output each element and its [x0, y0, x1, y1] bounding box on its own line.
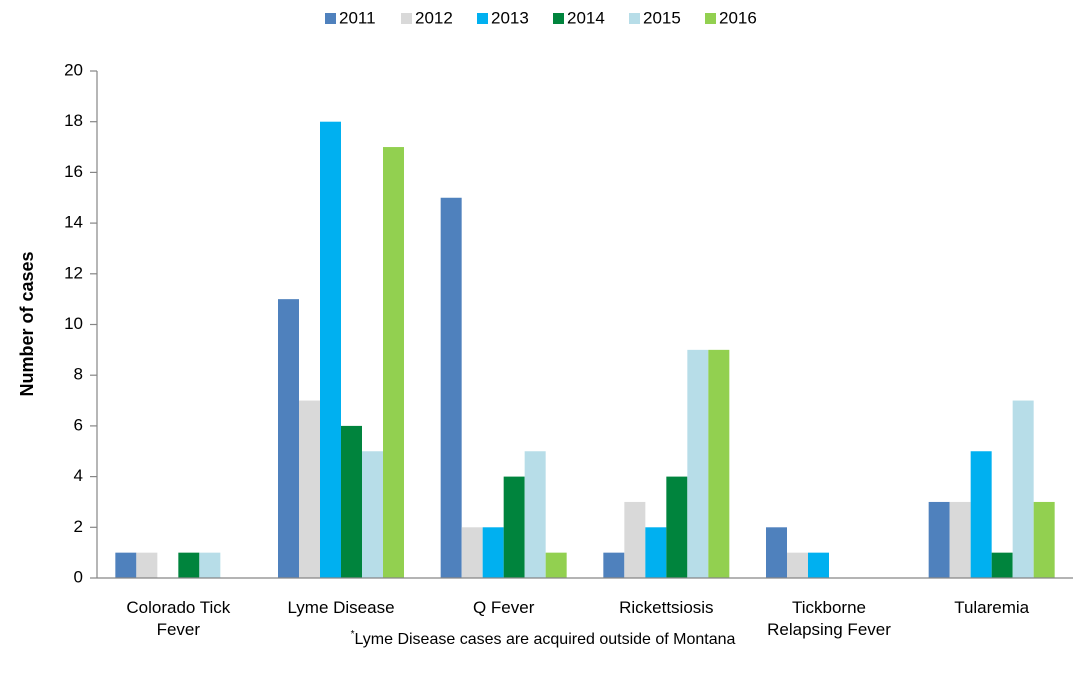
- bar: [949, 501, 971, 578]
- bar: [645, 527, 667, 578]
- y-tick-label: 16: [64, 162, 83, 181]
- y-tick-label: 18: [64, 111, 83, 130]
- legend-swatch: [325, 13, 336, 24]
- bar: [624, 501, 646, 578]
- y-tick-label: 2: [74, 517, 83, 536]
- legend-swatch: [705, 13, 716, 24]
- bar: [787, 552, 808, 578]
- bar: [708, 349, 730, 578]
- y-tick-label: 14: [64, 213, 83, 232]
- bar: [808, 552, 829, 578]
- bar: [362, 451, 383, 578]
- bar: [178, 552, 200, 578]
- bar: [928, 501, 950, 578]
- y-tick-label: 4: [74, 466, 83, 485]
- x-tick-label: Rickettsiosis: [619, 598, 713, 617]
- bar: [766, 527, 787, 578]
- bar: [299, 400, 320, 578]
- y-tick-label: 0: [74, 567, 83, 586]
- x-tick-label: Colorado Tick Fever: [126, 598, 230, 639]
- bar: [482, 527, 504, 578]
- bar: [383, 147, 404, 579]
- legend-label: 2013: [491, 8, 529, 27]
- y-tick-label: 8: [74, 365, 83, 384]
- bar: [524, 451, 546, 578]
- x-tick-label: Tularemia: [954, 598, 1029, 617]
- legend-label: 2015: [643, 8, 681, 27]
- bar: [687, 349, 709, 578]
- legend-label: 2011: [339, 8, 376, 27]
- bar: [278, 299, 299, 578]
- bar: [970, 451, 992, 578]
- bar: [341, 425, 362, 578]
- legend-swatch: [629, 13, 640, 24]
- x-tick-label: Tickborne Relapsing Fever: [767, 598, 891, 639]
- bar: [115, 552, 137, 578]
- x-tick-label: Q Fever: [473, 598, 535, 617]
- legend-swatch: [553, 13, 564, 24]
- footnote: *Lyme Disease cases are acquired outside…: [351, 629, 736, 648]
- bar: [320, 121, 341, 578]
- y-tick-label: 12: [64, 263, 83, 282]
- x-tick-label: Lyme Disease: [287, 598, 394, 617]
- bar: [199, 552, 221, 578]
- bar: [545, 552, 567, 578]
- bar: [1012, 400, 1034, 578]
- legend-swatch: [477, 13, 488, 24]
- legend-swatch: [401, 13, 412, 24]
- legend-label: 2016: [719, 8, 757, 27]
- y-tick-label: 6: [74, 415, 83, 434]
- legend-label: 2012: [415, 8, 453, 27]
- bar: [603, 552, 625, 578]
- bar: [991, 552, 1013, 578]
- legend-label: 2014: [567, 8, 605, 27]
- bar: [440, 197, 462, 578]
- bar: [461, 527, 483, 578]
- y-tick-label: 10: [64, 314, 83, 333]
- bar: [1033, 501, 1055, 578]
- bar: [136, 552, 158, 578]
- y-axis-title: Number of cases: [17, 251, 37, 396]
- footnote-text: Lyme Disease cases are acquired outside …: [354, 631, 735, 648]
- bar: [666, 476, 688, 578]
- y-tick-label: 20: [64, 60, 83, 79]
- bar: [503, 476, 525, 578]
- footnote-marker: *: [351, 629, 355, 640]
